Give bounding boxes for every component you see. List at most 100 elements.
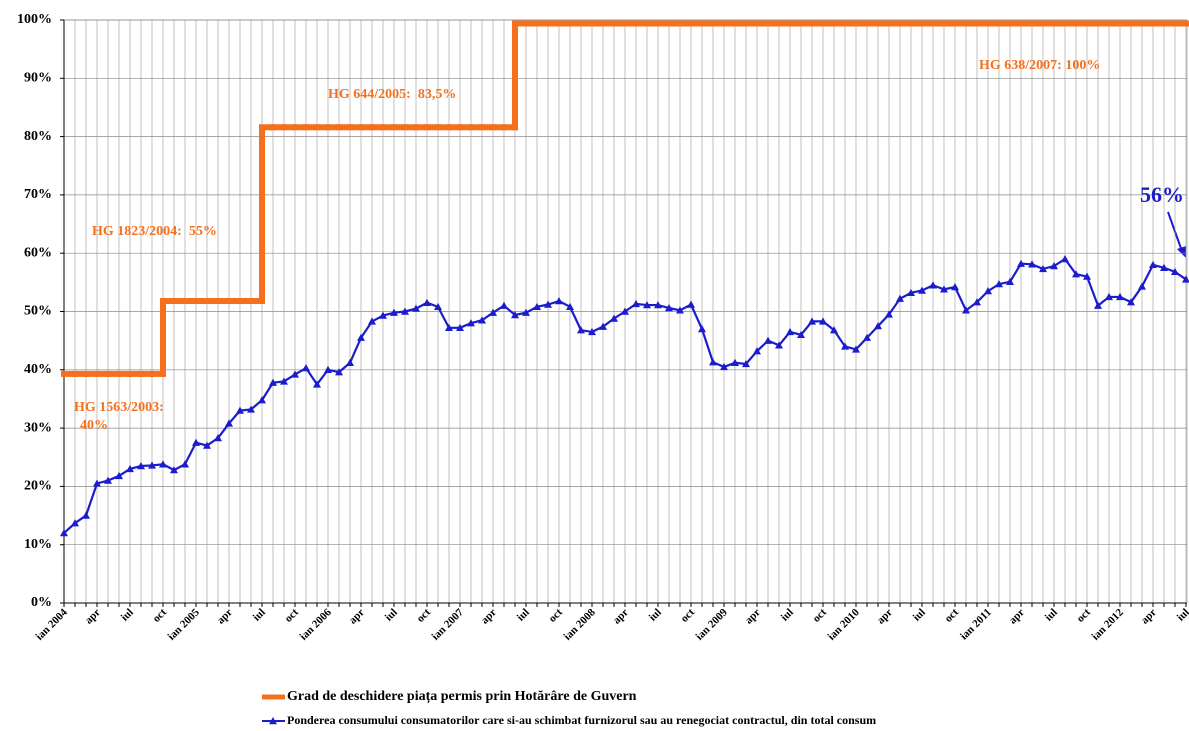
data-point: [1127, 298, 1135, 306]
x-tick-label: apr: [743, 606, 763, 626]
data-point: [225, 419, 233, 427]
data-point: [1083, 272, 1091, 280]
data-point: [819, 317, 827, 325]
x-tick-label: ian 2012: [1090, 606, 1127, 643]
annotation: HG 644/2005: 83,5%: [328, 87, 456, 102]
data-point: [621, 307, 629, 315]
data-point: [489, 308, 497, 316]
data-point: [137, 461, 145, 470]
data-point: [940, 285, 948, 293]
data-point: [302, 364, 310, 372]
x-tick-label: apr: [875, 606, 895, 626]
data-point: [60, 529, 68, 537]
annotation: 56%: [1140, 182, 1184, 207]
data-point: [1182, 275, 1189, 283]
y-tick-label: 60%: [24, 245, 52, 260]
step-segment: [160, 298, 177, 377]
x-tick-label: iul: [1043, 606, 1060, 623]
data-point: [698, 324, 706, 333]
data-point: [599, 322, 607, 330]
data-point: [709, 358, 717, 366]
data-point: [1160, 263, 1168, 271]
annotation: HG 1563/2003:: [74, 400, 164, 415]
data-point: [753, 347, 761, 355]
data-point: [808, 317, 816, 325]
x-tick-label: oct: [546, 606, 565, 625]
data-point: [962, 306, 970, 314]
data-point: [500, 301, 508, 309]
y-tick-label: 10%: [24, 537, 52, 552]
data-point: [401, 307, 409, 315]
y-tick-label: 90%: [24, 71, 52, 86]
data-point: [115, 471, 123, 480]
data-point: [863, 333, 871, 341]
data-point: [236, 406, 244, 414]
data-point: [841, 342, 849, 350]
data-point: [995, 280, 1003, 288]
data-point: [368, 317, 376, 325]
data-point: [159, 460, 167, 468]
data-point: [588, 327, 596, 336]
data-point: [786, 327, 794, 336]
y-tick-label: 20%: [24, 479, 52, 494]
x-tick-label: oct: [282, 606, 301, 625]
x-tick-label: oct: [678, 606, 697, 625]
data-point: [1050, 262, 1058, 270]
x-tick-label: ian 2007: [430, 606, 467, 643]
data-point: [665, 304, 673, 312]
data-point: [577, 326, 585, 334]
legend-marker: [269, 717, 277, 725]
data-point: [71, 519, 79, 527]
data-point: [1017, 259, 1025, 267]
x-tick-label: iul: [911, 606, 928, 623]
data-point: [896, 294, 904, 302]
annotation-arrow: [1167, 211, 1184, 255]
data-point: [511, 310, 519, 319]
data-point: [1138, 282, 1146, 290]
data-point: [467, 319, 475, 327]
y-tick-label: 80%: [24, 129, 52, 144]
x-tick-label: iul: [1175, 606, 1189, 623]
step-segment: [512, 20, 529, 131]
x-tick-label: apr: [347, 606, 367, 626]
annotation-arrowhead: [1177, 246, 1186, 258]
data-point: [324, 365, 332, 373]
x-tick-label: oct: [1074, 606, 1093, 625]
data-point: [379, 311, 387, 319]
data-point: [885, 310, 893, 318]
x-tick-label: ian 2006: [298, 606, 335, 643]
data-point: [181, 460, 189, 468]
x-tick-label: iul: [779, 606, 796, 623]
x-tick-label: iul: [515, 606, 532, 623]
data-point: [1149, 260, 1157, 269]
x-tick-label: oct: [942, 606, 961, 625]
data-point: [555, 297, 563, 305]
data-point: [984, 287, 992, 295]
data-point: [731, 358, 739, 367]
data-point: [544, 300, 552, 308]
data-point: [533, 302, 541, 311]
data-point: [852, 345, 860, 353]
data-point: [1171, 267, 1179, 276]
x-tick-label: apr: [1139, 606, 1159, 626]
x-tick-label: ian 2011: [958, 606, 994, 642]
data-point: [335, 368, 343, 376]
data-point: [632, 299, 640, 308]
data-point: [1061, 255, 1069, 263]
y-tick-label: 0%: [31, 595, 52, 610]
data-point: [445, 323, 453, 332]
data-point: [874, 322, 882, 330]
data-point: [291, 370, 299, 378]
legend-label: Ponderea consumului consumatorilor care …: [287, 713, 876, 727]
data-point: [126, 464, 134, 473]
x-tick-label: ian 2008: [562, 606, 599, 643]
annotation: HG 638/2007: 100%: [979, 58, 1100, 73]
data-point: [434, 302, 442, 311]
data-point: [214, 434, 222, 442]
y-tick-label: 70%: [24, 187, 52, 202]
data-point: [1105, 292, 1113, 301]
y-tick-label: 50%: [24, 304, 52, 319]
x-tick-label: apr: [1007, 606, 1027, 626]
data-point: [742, 359, 750, 368]
